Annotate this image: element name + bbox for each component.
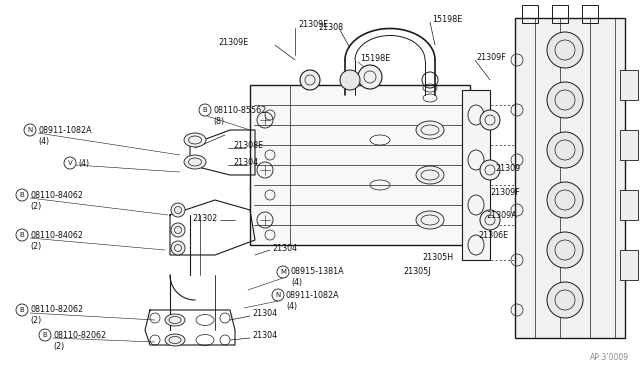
Text: 08110-85562: 08110-85562 bbox=[213, 106, 266, 115]
Text: (8): (8) bbox=[213, 116, 224, 125]
Circle shape bbox=[480, 160, 500, 180]
Text: (2): (2) bbox=[30, 202, 41, 211]
Circle shape bbox=[547, 132, 583, 168]
Text: AP:3’0009: AP:3’0009 bbox=[590, 353, 629, 362]
Text: (4): (4) bbox=[78, 158, 89, 167]
Circle shape bbox=[547, 282, 583, 318]
Text: B: B bbox=[20, 307, 24, 313]
Bar bbox=[522, 5, 538, 23]
Circle shape bbox=[547, 82, 583, 118]
Text: 21309E: 21309E bbox=[218, 38, 248, 46]
Bar bbox=[515, 18, 625, 338]
Text: B: B bbox=[20, 192, 24, 198]
Text: (2): (2) bbox=[30, 317, 41, 326]
Bar bbox=[620, 70, 638, 100]
Text: M: M bbox=[280, 269, 286, 275]
Ellipse shape bbox=[416, 211, 444, 229]
Bar bbox=[462, 90, 490, 260]
Circle shape bbox=[171, 241, 185, 255]
Text: B: B bbox=[20, 232, 24, 238]
Text: V: V bbox=[68, 160, 72, 166]
Text: (4): (4) bbox=[38, 137, 49, 145]
Circle shape bbox=[171, 203, 185, 217]
Text: B: B bbox=[43, 332, 47, 338]
Text: 15198E: 15198E bbox=[432, 15, 462, 23]
Bar bbox=[552, 5, 568, 23]
Text: 21309: 21309 bbox=[495, 164, 520, 173]
Ellipse shape bbox=[416, 166, 444, 184]
Ellipse shape bbox=[165, 314, 185, 326]
Text: 08911-1082A: 08911-1082A bbox=[38, 125, 92, 135]
Circle shape bbox=[547, 232, 583, 268]
Text: 08110-84062: 08110-84062 bbox=[30, 190, 83, 199]
Text: (2): (2) bbox=[53, 341, 64, 350]
Bar bbox=[250, 85, 470, 245]
Text: 15198E: 15198E bbox=[360, 54, 390, 62]
Circle shape bbox=[340, 70, 360, 90]
Bar bbox=[620, 250, 638, 280]
Bar bbox=[620, 130, 638, 160]
Text: 21309E: 21309E bbox=[298, 19, 328, 29]
Text: 08110-82062: 08110-82062 bbox=[53, 330, 106, 340]
Text: N: N bbox=[275, 292, 280, 298]
Text: 21302: 21302 bbox=[192, 214, 217, 222]
Circle shape bbox=[547, 182, 583, 218]
Text: 21304: 21304 bbox=[252, 310, 277, 318]
Text: 21308E: 21308E bbox=[233, 141, 263, 150]
Text: 21304: 21304 bbox=[252, 331, 277, 340]
Text: 21309F: 21309F bbox=[490, 187, 520, 196]
Text: 21305H: 21305H bbox=[422, 253, 453, 263]
Ellipse shape bbox=[184, 155, 206, 169]
Text: 21309A: 21309A bbox=[486, 211, 516, 219]
Text: 08110-84062: 08110-84062 bbox=[30, 231, 83, 240]
Text: B: B bbox=[203, 107, 207, 113]
Circle shape bbox=[171, 223, 185, 237]
Text: (4): (4) bbox=[291, 279, 302, 288]
Circle shape bbox=[480, 210, 500, 230]
Text: 21304: 21304 bbox=[233, 157, 258, 167]
Text: 21304: 21304 bbox=[272, 244, 297, 253]
Ellipse shape bbox=[416, 121, 444, 139]
Text: 08911-1082A: 08911-1082A bbox=[286, 291, 340, 299]
Ellipse shape bbox=[184, 133, 206, 147]
Text: (2): (2) bbox=[30, 241, 41, 250]
Circle shape bbox=[480, 110, 500, 130]
Text: 08915-1381A: 08915-1381A bbox=[291, 267, 344, 276]
Text: (4): (4) bbox=[286, 301, 297, 311]
Text: 21305J: 21305J bbox=[403, 267, 431, 276]
Circle shape bbox=[547, 32, 583, 68]
Text: 21306E: 21306E bbox=[478, 231, 508, 240]
Ellipse shape bbox=[165, 334, 185, 346]
Text: 21309F: 21309F bbox=[476, 52, 506, 61]
Bar bbox=[582, 5, 598, 23]
Circle shape bbox=[358, 65, 382, 89]
Bar bbox=[620, 190, 638, 220]
Text: N: N bbox=[28, 127, 33, 133]
Circle shape bbox=[300, 70, 320, 90]
Text: 21308: 21308 bbox=[318, 22, 343, 32]
Text: 08110-82062: 08110-82062 bbox=[30, 305, 83, 314]
